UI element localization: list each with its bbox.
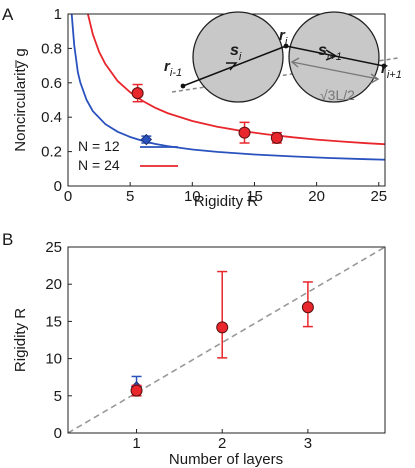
panel-a-x-tick-label-0: 0 bbox=[64, 188, 72, 205]
panel-b-x-axis-label: Number of layers bbox=[169, 451, 283, 468]
panel-a-x-tick-label-2: 10 bbox=[184, 188, 201, 205]
panel-b-y-tick-label-5: 25 bbox=[45, 239, 62, 256]
inset-node-r-prev bbox=[180, 83, 186, 89]
panel-a-y-tick-label-1: 0.2 bbox=[41, 144, 62, 161]
panel-a-point-n24-0-marker bbox=[131, 87, 144, 100]
panel-b-y-tick-label-4: 20 bbox=[45, 276, 62, 293]
panel-a-point-n24-2-marker bbox=[270, 131, 283, 144]
inset-dimension-line bbox=[291, 61, 379, 80]
panel-a-x-tick-label-5: 25 bbox=[370, 188, 387, 205]
inset-arrowhead-s-next bbox=[325, 49, 338, 61]
panel-label-a: A bbox=[2, 5, 14, 24]
inset-node-r-i bbox=[283, 43, 289, 49]
panel-b-x-tick-label-2: 3 bbox=[304, 435, 312, 452]
inset-label-r-prev: ri-1 bbox=[164, 58, 182, 79]
panel-a-y-tick-label-4: 0.8 bbox=[41, 40, 62, 57]
panel-b-y-axis-label: Rigidity R bbox=[12, 308, 29, 372]
panel-b-point-n24-0-marker bbox=[130, 384, 143, 397]
panel-a-x-axis-label: Rigidity R bbox=[194, 193, 258, 210]
panel-a-point-n12-0-marker bbox=[140, 133, 153, 146]
inset-label-r-next: ri+1 bbox=[381, 60, 402, 81]
panel-b-point-n24-1-marker bbox=[216, 321, 229, 334]
legend-label-n12: N = 12 bbox=[78, 138, 120, 154]
panel-a-y-axis-label: Noncircularity g bbox=[12, 48, 29, 151]
inset-label-s-next: si+1 bbox=[318, 42, 342, 63]
inset-label-s-i: si bbox=[230, 42, 242, 63]
panel-a-y-tick-label-0: 0 bbox=[54, 178, 62, 195]
legend-label-n24: N = 24 bbox=[78, 157, 120, 173]
inset-dimension-arrow-left bbox=[290, 57, 300, 68]
inset-circle-left bbox=[192, 11, 284, 103]
panel-label-b: B bbox=[2, 230, 13, 249]
panel-a-y-tick-label-2: 0.4 bbox=[41, 109, 62, 126]
panel-a-inset-schematic: ri-1 si ri si+1 ri+1 √3L/2 bbox=[164, 11, 402, 103]
panel-b-x-tick-label-0: 1 bbox=[132, 435, 140, 452]
inset-vector-s-i bbox=[182, 45, 287, 87]
inset-arrowhead-s-i bbox=[226, 62, 238, 71]
panel-b-reference-line bbox=[67, 246, 386, 434]
inset-dimension-arrow-right bbox=[370, 73, 380, 84]
panel-a-x-tick-label-3: 15 bbox=[246, 188, 263, 205]
inset-label-dimension: √3L/2 bbox=[320, 87, 355, 103]
inset-label-r-i: ri bbox=[279, 27, 288, 48]
panel-a-x-tick-label-1: 5 bbox=[126, 188, 134, 205]
panel-b-plot-frame bbox=[67, 246, 386, 434]
panel-a-chart: 0 5 10 15 20 25 0 0.2 0.4 0.6 0.8 1 Rigidity R Non… bbox=[12, 6, 402, 210]
panel-b-point-n24-2-marker bbox=[301, 301, 314, 314]
panel-b-x-tick-label-1: 2 bbox=[218, 435, 226, 452]
panel-b-y-tick-label-3: 15 bbox=[45, 313, 62, 330]
inset-node-r-next bbox=[381, 63, 387, 69]
panel-b-y-tick-label-0: 0 bbox=[54, 425, 62, 442]
panel-a-point-n24-1-marker bbox=[238, 126, 251, 139]
panel-b-chart: 1 2 3 0 5 10 15 20 25 Number of layers Rigidity… bbox=[12, 239, 386, 468]
panel-a-x-tick-label-4: 20 bbox=[308, 188, 325, 205]
panel-a-y-tick-label-3: 0.6 bbox=[41, 75, 62, 92]
panel-b-y-tick-label-2: 10 bbox=[45, 351, 62, 368]
panel-b-y-tick-label-1: 5 bbox=[54, 388, 62, 405]
panel-a-y-tick-label-5: 1 bbox=[54, 6, 62, 23]
panel-a-curve-n24 bbox=[87, 13, 386, 146]
panel-a-legend: N = 12 N = 24 bbox=[78, 138, 178, 173]
